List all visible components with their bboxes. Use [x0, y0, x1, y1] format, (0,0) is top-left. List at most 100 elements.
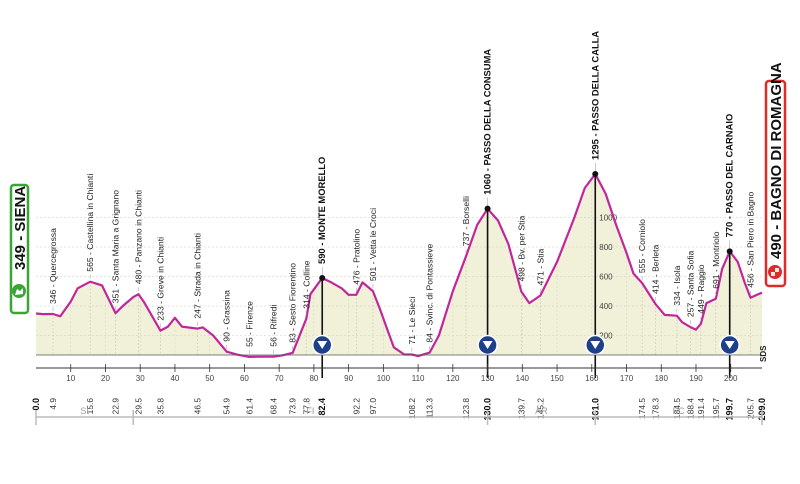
km-label: 123.8 [461, 398, 471, 419]
sponsor-mark: SDS [759, 345, 768, 362]
km-tick-label: 110 [412, 374, 425, 383]
waypoint-label: 351 - Santa Maria a Grignano [111, 190, 121, 303]
km-label: 108.2 [407, 398, 417, 419]
km-tick-label: 40 [170, 374, 179, 383]
km-tick-label: 190 [689, 374, 703, 383]
km-label: 73.9 [288, 398, 298, 415]
km-label: 68.4 [269, 398, 279, 415]
waypoint-label: 90 - Grassina [222, 290, 232, 342]
km-label: 161.0 [590, 398, 600, 421]
altitude-axis: 200 400 600 800 1000 [599, 214, 617, 341]
waypoint-label: 414 - Berleta [650, 244, 660, 293]
waypoint-label: 498 - Bv. per Stia [516, 216, 526, 282]
profile-fill [36, 174, 762, 357]
km-label: 209.0 [757, 398, 767, 421]
waypoint-label: 233 - Greve in Chianti [155, 237, 165, 321]
km-tick-label: 10 [66, 374, 75, 383]
start-label: 349 - SIENA [12, 186, 29, 270]
km-label: 174.5 [637, 398, 647, 419]
altitude-tick-label: 1000 [599, 214, 617, 223]
altitude-gridlines [36, 217, 762, 336]
km-tick-label: 80 [309, 374, 318, 383]
region-label: FI [306, 406, 314, 416]
km-label: 145.2 [535, 398, 545, 419]
km-tick-label: 170 [620, 374, 634, 383]
km-label: 61.4 [244, 398, 254, 415]
km-label: 29.5 [134, 398, 144, 415]
km-label: 113.3 [425, 398, 435, 419]
climb-marker-arrow [590, 341, 601, 349]
waypoint-label: 456 - San Piero in Bagno [746, 191, 756, 287]
km-label: 191.4 [696, 398, 706, 419]
km-label: 195.7 [711, 398, 721, 419]
km-label: 22.9 [111, 398, 121, 415]
waypoint-label: 770 - PASSO DEL CARNAIO [724, 114, 735, 238]
waypoint-label: 449 - Raggio [696, 264, 706, 313]
km-label: 35.8 [155, 398, 165, 415]
climb-markers [311, 170, 740, 378]
region-bar: SI FI AR FC [35, 406, 763, 425]
waypoint-labels: 346 - Quercegrossa 565 - Castellina in Ch… [48, 31, 756, 354]
altitude-tick-label: 400 [599, 302, 613, 311]
km-label: 77.8 [301, 398, 311, 415]
km-tick-label: 140 [516, 374, 530, 383]
km-label: 205.7 [746, 398, 756, 419]
km-label: 15.6 [85, 398, 95, 415]
start-flag-icon [12, 284, 26, 298]
km-tick-label: 20 [101, 374, 110, 383]
profile-line [35, 172, 763, 358]
km-label: 4.9 [48, 398, 58, 410]
waypoint-label: 691 - Montriolo [711, 231, 721, 289]
altitude-tick-label: 600 [599, 273, 613, 282]
km-label: 130.0 [483, 398, 493, 421]
waypoint-label: 737 - Borselli [461, 196, 471, 246]
km-tick-label: 70 [275, 374, 284, 383]
km-tick-label: 200 [724, 374, 738, 383]
waypoint-label: 471 - Stia [535, 248, 545, 285]
waypoint-label: 257 - Santa Sofia [685, 250, 695, 317]
km-label: 92.2 [351, 398, 361, 415]
km-label: 97.0 [368, 398, 378, 415]
km-tick-label: 100 [377, 374, 391, 383]
waypoint-label: 590 - MONTE MORELLO [316, 157, 327, 264]
km-axis: 10 20 30 40 50 60 70 80 90 100 110 120 130 140 150 160 1… [31, 354, 767, 421]
waypoint-label: 83 - Sesto Fiorentino [288, 263, 298, 343]
km-label: 0.0 [31, 398, 41, 411]
km-tick-label: 180 [655, 374, 669, 383]
finish-flag-icon [768, 265, 782, 279]
waypoint-label: 84 - Svinc. di Pontassieve [425, 244, 435, 343]
km-label: 188.4 [685, 398, 695, 419]
region-label: FC [673, 406, 685, 416]
finish-badge: 490 - BAGNO DI ROMAGNA [764, 62, 787, 288]
km-label: 46.5 [193, 398, 203, 415]
waypoint-label: 565 - Castellina in Chianti [85, 174, 95, 272]
altitude-tick-label: 800 [599, 243, 613, 252]
km-tick-label: 90 [344, 374, 353, 383]
altitude-tick-label: 200 [599, 332, 613, 341]
km-tick-label: 120 [446, 374, 460, 383]
region-label: AR [535, 406, 548, 416]
summit-dot [484, 205, 491, 212]
km-tick-label: 60 [240, 374, 249, 383]
climb-marker-arrow [482, 341, 493, 349]
waypoint-label: 1060 - PASSO DELLA CONSUMA [482, 49, 493, 195]
waypoint-label: 555 - Corniolo [637, 219, 647, 273]
km-label: 54.9 [222, 398, 232, 415]
finish-label: 490 - BAGNO DI ROMAGNA [768, 62, 785, 259]
km-tick-label: 130 [481, 374, 495, 383]
start-badge: 349 - SIENA [9, 183, 30, 315]
waypoint-label: 71 - Le Sieci [407, 297, 417, 345]
km-label: 199.7 [725, 398, 735, 421]
waypoint-label: 56 - Rifredi [269, 305, 279, 347]
profile-curve [35, 172, 763, 358]
waypoint-label: 55 - Firenze [244, 301, 254, 347]
summit-dot [592, 170, 599, 177]
climb-marker-arrow [724, 341, 735, 349]
profile-area [36, 174, 762, 357]
region-label: SI [80, 406, 89, 416]
km-label: 184.5 [672, 398, 682, 419]
waypoint-label: 334 - Isola [672, 265, 682, 305]
km-tick-label: 50 [205, 374, 214, 383]
km-label: 139.7 [516, 398, 526, 419]
